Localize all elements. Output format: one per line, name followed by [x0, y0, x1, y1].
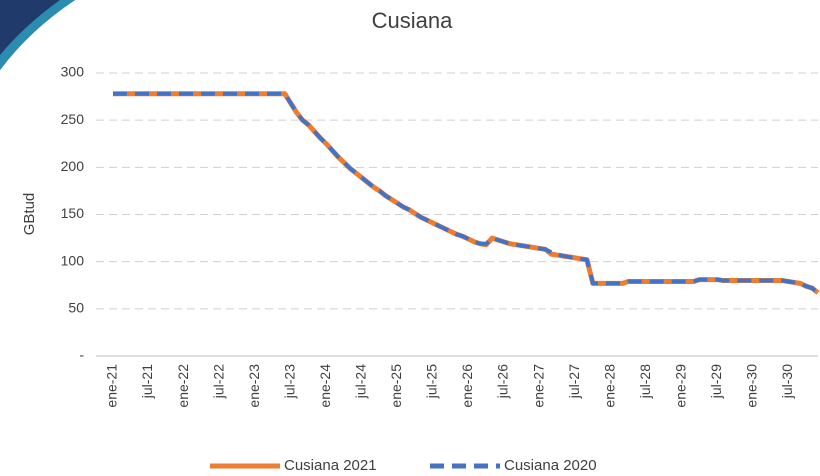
x-tick-label: ene-23: [246, 364, 262, 408]
y-tick-label: 150: [61, 205, 85, 221]
x-tick-label: jul-29: [708, 364, 724, 399]
x-tick-label: ene-24: [317, 364, 333, 408]
y-tick-label: 50: [68, 300, 84, 316]
x-tick-label: jul-21: [139, 364, 155, 399]
legend-label: Cusiana 2021: [284, 457, 377, 474]
chart-title: Cusiana: [372, 8, 453, 33]
x-tick-label: ene-28: [601, 364, 617, 408]
y-axis-label: GBtud: [21, 193, 38, 236]
x-tick-label: ene-27: [530, 364, 546, 408]
x-tick-label: jul-28: [637, 364, 653, 399]
y-tick-label: -: [79, 347, 84, 363]
x-tick-label: ene-22: [175, 364, 191, 408]
y-tick-label: 200: [61, 158, 85, 174]
corner-decoration: [0, 0, 75, 70]
x-tick-label: jul-30: [779, 364, 795, 399]
x-tick-label: ene-21: [104, 364, 120, 408]
y-tick-label: 300: [61, 64, 85, 80]
series-line: [113, 91, 820, 295]
series-line: [113, 91, 820, 295]
y-tick-label: 250: [61, 111, 85, 127]
y-tick-label: 100: [61, 252, 85, 268]
x-tick-label: jul-25: [424, 364, 440, 399]
x-tick-label: ene-29: [672, 364, 688, 408]
x-tick-label: ene-30: [744, 364, 760, 408]
legend-label: Cusiana 2020: [504, 457, 597, 474]
x-tick-label: jul-27: [566, 364, 582, 399]
x-tick-label: ene-26: [459, 364, 475, 408]
x-tick-label: jul-24: [353, 364, 369, 399]
x-tick-label: jul-22: [210, 364, 226, 399]
x-tick-label: jul-26: [495, 364, 511, 399]
x-tick-label: jul-23: [281, 364, 297, 399]
x-tick-label: ene-25: [388, 364, 404, 408]
